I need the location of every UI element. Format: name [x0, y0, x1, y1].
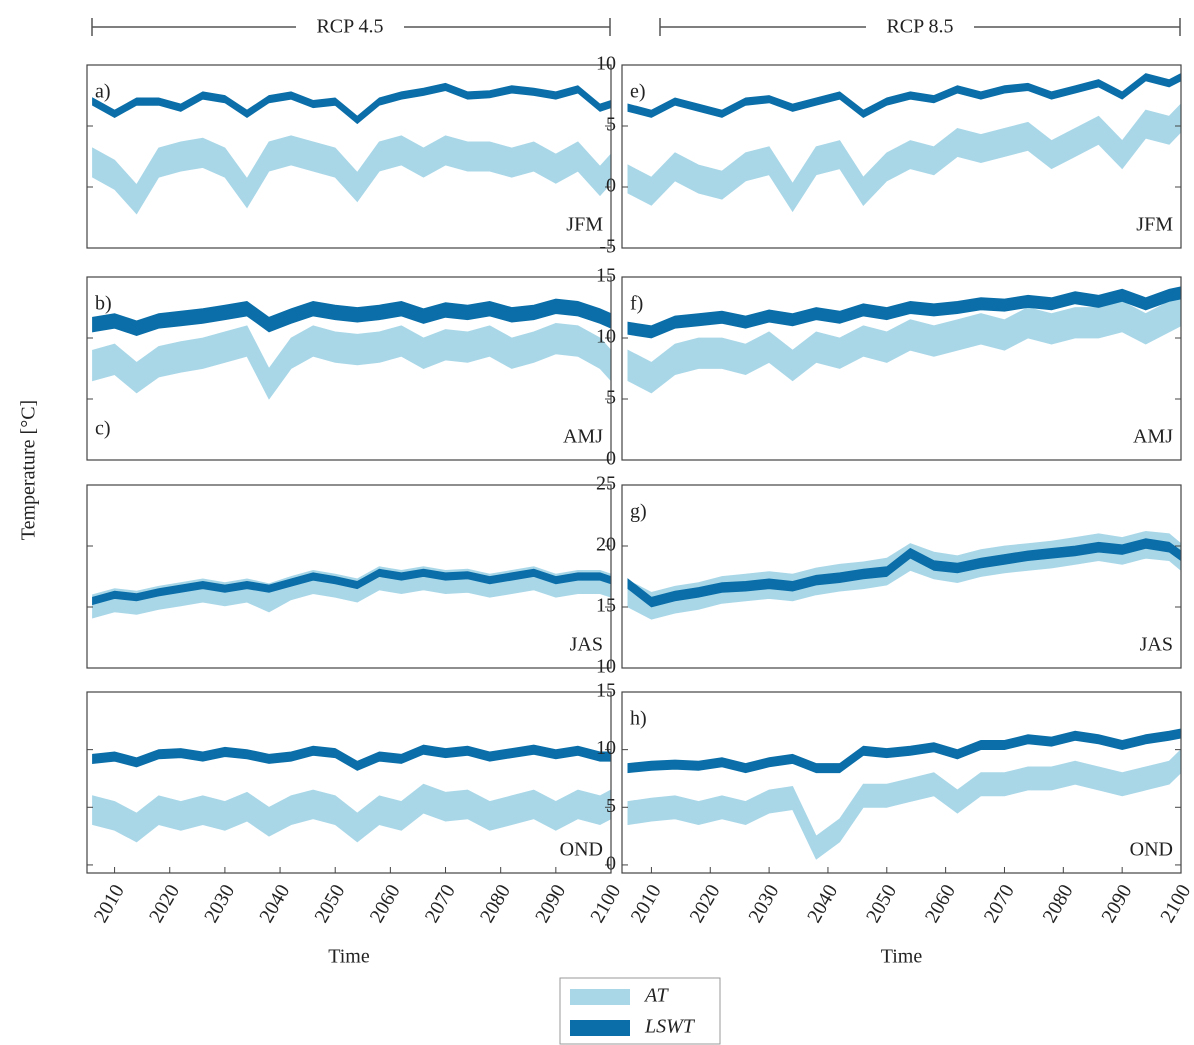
- range-band: [627, 749, 1181, 860]
- y-tick-label: 0: [606, 448, 616, 470]
- season-label: AMJ: [1133, 426, 1173, 448]
- x-tick-label: 2060: [921, 881, 960, 927]
- gap: [866, 14, 974, 40]
- panel-frame: [86, 276, 612, 461]
- legend-label: AT: [643, 985, 669, 1007]
- column-header: RCP 8.5: [659, 14, 1181, 40]
- panel-label: e): [630, 81, 646, 103]
- y-tick-label: 10: [596, 326, 616, 348]
- x-tick-label: 2050: [310, 881, 349, 927]
- range-band: [92, 783, 611, 843]
- y-tick-label: 25: [596, 473, 616, 495]
- panel-label: c): [95, 418, 111, 440]
- x-tick-label: 2050: [862, 881, 901, 927]
- x-tick-label: 2080: [1039, 881, 1078, 927]
- season-label: OND: [1130, 839, 1173, 861]
- y-tick-label: 10: [596, 656, 616, 678]
- y-tick-label: 10: [596, 53, 616, 75]
- panel-label: b): [95, 293, 112, 315]
- range-band: [627, 286, 1181, 339]
- season-label: JFM: [1136, 214, 1173, 236]
- season-label: JFM: [566, 214, 603, 236]
- x-tick-label: 2010: [627, 881, 666, 927]
- x-tick-label: 2060: [366, 881, 405, 927]
- range-band: [92, 568, 611, 606]
- y-axis-label: Temperature [°C]: [18, 400, 40, 540]
- x-tick-label: 2100: [1156, 881, 1194, 927]
- season-label: JAS: [1140, 634, 1173, 656]
- legend-label: LSWT: [644, 1016, 696, 1038]
- y-tick-label: 10: [596, 737, 616, 759]
- range-band: [92, 322, 611, 400]
- panel-label: f): [630, 293, 643, 315]
- legend-swatch: [570, 989, 630, 1005]
- range-band: [627, 728, 1181, 774]
- x-tick-label: 2090: [531, 881, 570, 927]
- x-tick-label: 2090: [1097, 881, 1136, 927]
- x-tick-label: 2040: [255, 881, 294, 927]
- y-tick-label: 5: [606, 795, 616, 817]
- x-axis-label: Time: [881, 946, 923, 968]
- y-tick-label: 15: [596, 680, 616, 702]
- y-tick-label: 20: [596, 534, 616, 556]
- column-title: RCP 4.5: [316, 16, 383, 38]
- range-band: [627, 103, 1181, 213]
- panel-label: g): [630, 501, 647, 523]
- panel-frame: [621, 64, 1182, 249]
- column-header: RCP 4.5: [91, 14, 611, 40]
- x-axis-label: Time: [328, 946, 370, 968]
- y-tick-label: 0: [606, 853, 616, 875]
- y-tick-label: 5: [606, 114, 616, 136]
- x-tick-label: 2020: [686, 881, 725, 927]
- x-tick-label: 2040: [803, 881, 842, 927]
- y-tick-label: 0: [606, 175, 616, 197]
- panel-frame: [86, 64, 612, 249]
- range-band: [92, 82, 611, 125]
- panel-frame: [86, 691, 612, 874]
- range-band: [627, 294, 1181, 394]
- panel-frame: [621, 276, 1182, 461]
- panel-frame: [621, 484, 1182, 669]
- x-tick-label: 2080: [476, 881, 515, 927]
- x-tick-label: 2100: [586, 881, 625, 927]
- x-tick-label: 2010: [90, 881, 129, 927]
- panel-frame: [86, 484, 612, 669]
- y-tick-label: 15: [596, 595, 616, 617]
- range-band: [92, 744, 611, 771]
- season-label: JAS: [570, 634, 603, 656]
- range-band: [92, 135, 611, 215]
- gap: [296, 14, 404, 40]
- panel-label: h): [630, 708, 647, 730]
- x-tick-label: 2020: [145, 881, 184, 927]
- season-label: AMJ: [563, 426, 603, 448]
- range-band: [627, 538, 1181, 608]
- panel-label: a): [95, 81, 111, 103]
- panel-frame: [621, 691, 1182, 874]
- x-tick-label: 2070: [421, 881, 460, 927]
- x-tick-label: 2070: [980, 881, 1019, 927]
- y-tick-label: -5: [599, 236, 616, 258]
- season-label: OND: [560, 839, 603, 861]
- x-tick-label: 2030: [200, 881, 239, 927]
- y-tick-label: 5: [606, 387, 616, 409]
- range-band: [627, 73, 1181, 118]
- x-tick-label: 2030: [744, 881, 783, 927]
- legend: AT LSWT: [559, 977, 721, 1045]
- y-tick-label: 15: [596, 265, 616, 287]
- column-title: RCP 8.5: [886, 16, 953, 38]
- legend-swatch: [570, 1020, 630, 1036]
- range-band: [92, 298, 611, 337]
